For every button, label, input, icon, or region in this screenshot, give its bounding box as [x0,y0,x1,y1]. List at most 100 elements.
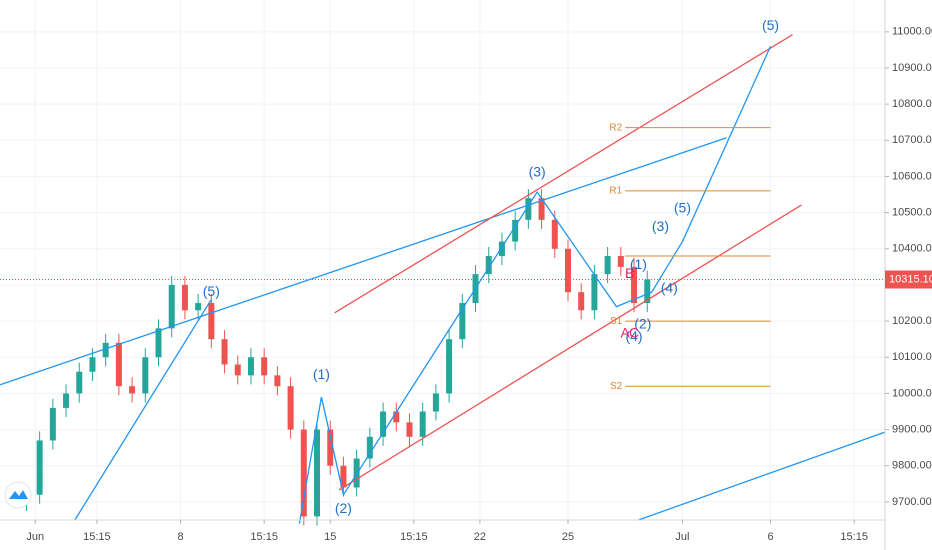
trend-line [74,299,212,521]
trend-line [298,46,772,524]
candle-body [155,328,162,358]
y-tick-label: 9900.00 [892,424,932,436]
wave-label: B [625,265,634,281]
x-tick-label: 15:15 [83,531,111,543]
x-tick-label: 15:15 [250,531,278,543]
candle-body [498,241,505,257]
candle-body [300,429,307,517]
candle-body [459,303,466,340]
candle-body [261,357,268,376]
y-tick-label: 10400.00 [892,243,932,255]
candle-body [366,436,373,459]
grid [0,0,885,520]
y-tick-label: 9800.00 [892,460,932,472]
candle-body [564,248,571,293]
y-tick-label: 10700.00 [892,134,932,146]
candle-body [129,386,136,394]
candle-body [578,292,585,311]
candle-body [419,411,426,437]
x-tick-label: 15 [324,531,336,543]
candle-body [485,256,492,275]
wave-label: (5) [674,200,691,216]
candle-body [221,339,228,365]
pivot-label: S2 [610,381,623,392]
wave-label: (4) [661,279,678,295]
candle-body [538,198,545,220]
candle-body [446,339,453,394]
trend-line [638,431,886,521]
candle-body [591,274,598,311]
wave-label: (2) [634,315,651,331]
y-tick-label: 11000.00 [892,26,932,38]
trend-line [334,34,793,314]
y-tick-label: 10900.00 [892,62,932,74]
candle-body [406,422,413,437]
y-tick-label: 10200.00 [892,315,932,327]
wave-label: (5) [762,17,779,33]
candle-body [287,386,294,430]
candle-body [63,393,70,408]
x-tick-label: 8 [177,531,183,543]
wave-label: (3) [529,164,546,180]
wave-label: (1) [313,366,330,382]
candle-body [617,256,624,267]
wave-label: (4) [625,328,642,344]
candle-body [432,393,439,412]
candle-body [76,371,83,394]
wave-label: (1) [630,256,647,272]
candle-body [195,303,202,311]
candle-body [208,303,215,340]
candle-body [314,429,321,517]
wave-label: (5) [203,283,220,299]
x-tick-label: 25 [562,531,574,543]
candle-body [380,411,387,437]
x-tick-label: Jun [26,531,44,543]
wave-label: (3) [652,218,669,234]
pivot-label: R1 [609,186,622,197]
x-tick-label: 15:15 [840,531,868,543]
plot: R2R1S1S2(5)(1)(2)(3)(5)(1)(3)(5)(4)(2)(4… [0,17,886,526]
candle-body [512,219,519,242]
y-tick-label: 10600.00 [892,170,932,182]
candle-body [631,266,638,304]
candle-body [604,256,611,275]
pivot-label: S1 [610,316,623,327]
wave-label: C [629,324,639,340]
x-tick-label: Jul [675,531,689,543]
candle-body [115,342,122,387]
candle-body [247,357,254,376]
x-tick-label: 15:15 [400,531,428,543]
last-price-box [885,270,932,289]
trend-line [0,137,727,386]
trend-line [338,204,802,491]
wave-label: A [621,324,631,340]
candle-body [340,465,347,488]
last-price-label: 10315.10 [889,273,932,285]
y-tick-label: 10000.00 [892,387,932,399]
candle-body [49,407,56,441]
x-tick-label: 6 [767,531,773,543]
candle-body [234,364,241,376]
y-tick-label: 9700.00 [892,496,932,508]
candle-body [89,357,96,372]
candle-body [181,284,188,311]
wave-label: (2) [335,500,352,516]
y-tick-label: 10500.00 [892,207,932,219]
candle-body [551,219,558,249]
x-tick-label: 22 [474,531,486,543]
candle-body [36,440,43,495]
candle-body [644,279,651,304]
candle-body [142,357,149,394]
candle-body [274,375,281,387]
y-tick-label: 10100.00 [892,351,932,363]
candle-body [525,198,532,220]
pivot-label: R2 [609,122,622,133]
candle-body [393,411,400,423]
logo [4,481,32,509]
y-tick-label: 10800.00 [892,98,932,110]
candle-body [168,284,175,329]
candle-body [102,342,109,358]
candle-body [327,429,334,466]
